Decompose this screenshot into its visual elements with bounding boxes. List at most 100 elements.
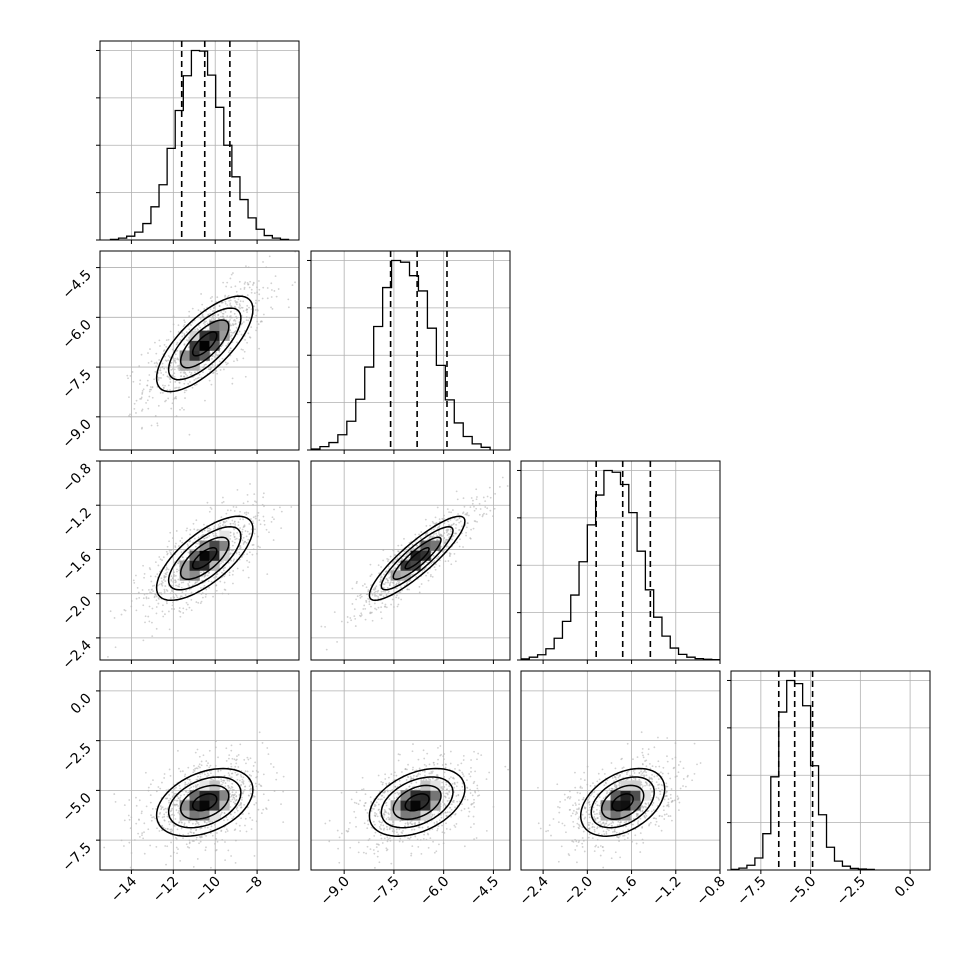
sample-point	[231, 377, 234, 380]
sample-point	[394, 785, 397, 788]
sample-point	[216, 832, 218, 834]
sample-point	[173, 608, 176, 610]
sample-point	[228, 574, 231, 577]
sample-point	[263, 505, 265, 508]
sample-point	[476, 758, 478, 761]
sample-point	[400, 598, 403, 601]
sample-point	[381, 791, 384, 794]
sample-point	[242, 790, 245, 793]
sample-point	[431, 520, 434, 523]
sample-point	[145, 805, 148, 808]
sample-point	[592, 782, 594, 785]
sample-point	[489, 509, 492, 512]
sample-point	[155, 808, 157, 810]
sample-point	[201, 303, 204, 306]
sample-point	[243, 803, 246, 806]
sample-point	[471, 502, 474, 505]
sample-point	[266, 573, 269, 576]
sample-point	[414, 835, 417, 838]
sample-point	[385, 801, 388, 804]
sample-point	[139, 379, 142, 382]
sample-point	[222, 561, 224, 563]
sample-point	[159, 367, 162, 369]
sample-point	[209, 764, 212, 767]
sample-point	[383, 827, 386, 830]
sample-point	[228, 774, 231, 777]
sample-point	[260, 812, 263, 815]
sample-point	[669, 777, 672, 780]
sample-point	[196, 377, 199, 380]
sample-point	[276, 772, 278, 774]
histogram-step	[521, 469, 720, 660]
sample-point	[246, 308, 248, 311]
sample-point	[391, 598, 394, 601]
sample-point	[166, 807, 169, 810]
sample-point	[384, 810, 387, 813]
sample-point	[266, 297, 269, 300]
sample-point	[201, 772, 203, 775]
sample-point	[640, 770, 642, 773]
sample-point	[396, 796, 398, 799]
sample-point	[456, 498, 459, 501]
sample-point	[414, 823, 417, 826]
sample-point	[411, 845, 414, 848]
sample-point	[475, 837, 478, 839]
sample-point	[407, 763, 409, 766]
sample-point	[408, 785, 410, 788]
sample-point	[247, 283, 250, 286]
sample-point	[442, 812, 445, 815]
sample-point	[406, 581, 409, 583]
sample-point	[192, 866, 195, 868]
sample-point	[475, 507, 478, 510]
sample-point	[182, 581, 185, 584]
sample-point	[365, 852, 368, 855]
sample-point	[580, 778, 582, 780]
sample-point	[412, 743, 414, 745]
sample-point	[246, 500, 249, 503]
sample-point	[241, 528, 244, 531]
sample-point	[364, 793, 367, 796]
sample-point	[423, 771, 426, 773]
sample-point	[349, 617, 352, 619]
sample-point	[215, 534, 218, 537]
sample-point	[449, 806, 452, 809]
sample-point	[368, 837, 371, 840]
sample-point	[237, 524, 240, 526]
sample-point	[262, 793, 265, 796]
sample-point	[367, 823, 370, 826]
sample-point	[582, 830, 585, 833]
sample-point	[262, 313, 265, 316]
sample-point	[177, 578, 180, 581]
sample-point	[195, 383, 198, 386]
sample-point	[404, 822, 407, 825]
sample-point	[255, 299, 257, 302]
sample-point	[182, 325, 185, 328]
sample-point	[195, 767, 198, 770]
sample-point	[224, 589, 227, 591]
density-cell	[199, 800, 210, 811]
sample-point	[204, 363, 207, 366]
sample-point	[212, 527, 215, 530]
sample-point	[213, 576, 216, 579]
sample-point	[240, 775, 243, 778]
sample-point	[258, 347, 260, 350]
sample-point	[374, 590, 377, 593]
sample-point	[211, 295, 214, 298]
sample-point	[377, 803, 380, 806]
sample-point	[435, 522, 438, 524]
sample-point	[257, 771, 260, 773]
sample-point	[224, 785, 227, 788]
sample-point	[442, 842, 445, 845]
sample-point	[190, 609, 193, 612]
sample-point	[367, 839, 370, 842]
sample-point	[250, 288, 253, 291]
sample-point	[185, 589, 187, 592]
sample-point	[155, 352, 158, 355]
sample-point	[208, 510, 211, 513]
sample-point	[413, 828, 416, 831]
sample-point	[174, 579, 176, 582]
sample-point	[202, 371, 204, 374]
sample-point	[222, 520, 225, 523]
sample-point	[159, 392, 162, 394]
sample-point	[200, 760, 203, 763]
